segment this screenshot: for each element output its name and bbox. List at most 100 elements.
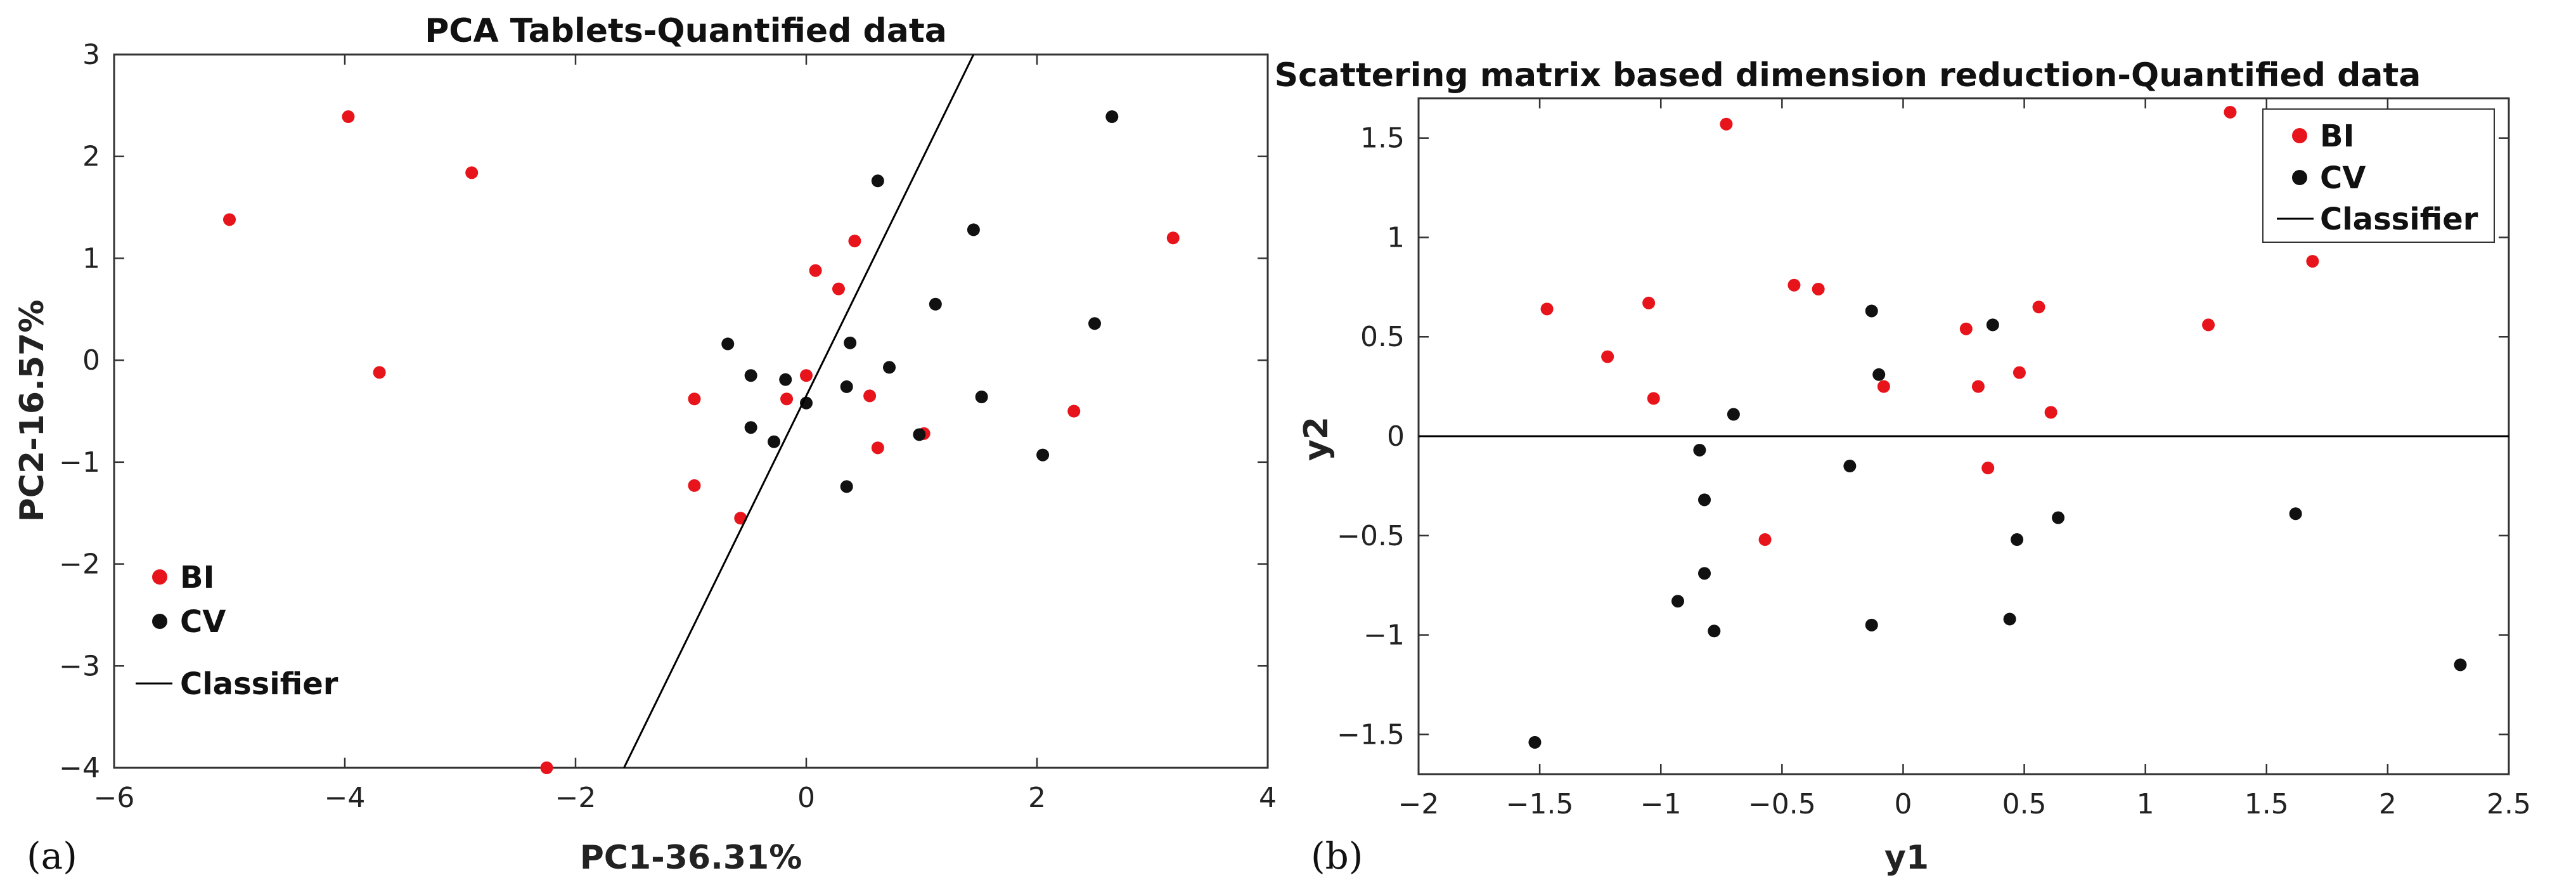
panel-a-y-tick-label: −1	[59, 446, 100, 479]
panel-a-ticks	[113, 53, 1269, 769]
panel-b-x-tick-label: 0	[1894, 788, 1912, 820]
panel-b-point-cv	[1698, 493, 1711, 507]
panel-b-point-bi	[1720, 117, 1733, 131]
panel-b-y-tick-label: 0	[1387, 420, 1405, 453]
panel-a-point-bi	[863, 389, 877, 403]
panel-b-point-cv	[1671, 595, 1684, 608]
panel-b-point-bi	[1877, 380, 1890, 393]
panel-a-point-bi	[1166, 231, 1180, 245]
panel-a-point-bi	[780, 392, 794, 406]
panel-a-y-tick-label: 3	[82, 39, 100, 71]
panel-a-point-cv	[744, 421, 757, 434]
panel-b-legend-cv-label: CV	[2320, 160, 2366, 196]
panel-a-point-cv	[840, 480, 853, 493]
panel-b-point-cv	[2011, 533, 2024, 547]
panel-a-point-bi	[871, 441, 884, 455]
panel-b-x-tick-label: −0.5	[1748, 788, 1816, 820]
panel-b-point-bi	[1812, 282, 1825, 295]
panel-a-x-tick-label: −6	[94, 782, 135, 814]
panel-a-point-cv	[1036, 448, 1050, 462]
panel-b-legend: BI CV Classifier	[2262, 108, 2495, 243]
panel-a-marks	[223, 55, 1180, 774]
panel-a-point-cv	[913, 428, 926, 441]
panel-a-point-bi	[342, 110, 355, 124]
panel-a-y-axis-title: PC2-16.57%	[13, 300, 51, 522]
panel-a-point-bi	[465, 166, 479, 179]
panel-a-point-cv	[883, 361, 896, 374]
panel-b-y-axis-title: y2	[1298, 417, 1336, 461]
panel-a-point-bi	[809, 264, 822, 277]
panel-b-point-cv	[2052, 511, 2065, 524]
panel-b-point-cv	[2289, 507, 2302, 521]
panel-b-letter: (b)	[1311, 834, 1363, 877]
panel-b-legend-classifier-label: Classifier	[2320, 202, 2478, 237]
panel-a-x-axis-title: PC1-36.31%	[580, 839, 802, 877]
panel-b-point-cv	[2003, 612, 2016, 626]
panel-a-legend-bi-label: BI	[180, 560, 214, 595]
panel-b-point-bi	[1647, 392, 1660, 405]
panel-a-point-cv	[721, 337, 735, 351]
panel-b-point-cv	[2454, 658, 2467, 671]
panel-b-y-tick-label: −1.5	[1337, 718, 1405, 751]
panel-a: PCA Tablets-Quantified data −6 −4 −2 0 2 4 −4…	[13, 12, 1277, 877]
panel-b-point-bi	[2044, 406, 2058, 419]
panel-a-legend-classifier-label: Classifier	[180, 666, 338, 702]
panel-b-x-tick-label: −2	[1398, 788, 1439, 820]
panel-a-point-bi	[800, 369, 813, 382]
panel-b-point-bi	[2224, 105, 2237, 119]
panel-a-y-tick-label: −4	[59, 752, 100, 784]
panel-b-point-bi	[1540, 302, 1554, 316]
panel-a-point-bi	[1067, 405, 1081, 418]
panel-b-point-cv	[1698, 567, 1711, 580]
panel-a-point-cv	[967, 223, 980, 236]
panel-b-point-bi	[2012, 366, 2026, 379]
panel-b-legend-bi-label: BI	[2320, 119, 2354, 154]
panel-a-letter: (a)	[27, 834, 77, 877]
panel-a-point-cv	[800, 396, 813, 410]
panel-a-point-cv	[779, 373, 792, 386]
panel-b-point-bi	[2306, 255, 2319, 268]
panel-a-point-bi	[373, 366, 386, 379]
panel-a-point-cv	[844, 336, 857, 349]
panel-b-point-bi	[1787, 278, 1801, 292]
panel-b-point-bi	[2202, 318, 2215, 332]
panel-b-point-cv	[1727, 408, 1740, 421]
panel-b-title: Scattering matrix based dimension reduct…	[1275, 56, 2421, 94]
panel-b-point-cv	[1872, 368, 1886, 381]
panel-a-point-cv	[1088, 317, 1101, 330]
panel-a-x-tick-label: 2	[1028, 782, 1046, 814]
panel-b-point-cv	[1865, 618, 1878, 631]
panel-a-y-tick-label: −2	[59, 548, 100, 581]
panel-a-point-bi	[832, 282, 845, 295]
panel-a-classifier-line	[623, 55, 975, 768]
panel-a-x-tick-label: 0	[797, 782, 815, 814]
panel-a-x-tick-label: 4	[1259, 782, 1277, 814]
panel-a-point-cv	[1105, 110, 1119, 124]
panel-b-y-tick-label: 1.5	[1360, 122, 1405, 155]
panel-a-legend-cv-marker	[152, 614, 167, 629]
panel-b-x-tick-label: 1.5	[2244, 788, 2289, 820]
panel-a-y-tick-label: −3	[59, 650, 100, 682]
panel-a-point-bi	[848, 235, 861, 248]
panel-a-legend-bi-marker	[152, 569, 167, 585]
panel-b-x-tick-label: 1	[2137, 788, 2154, 820]
panel-b-point-bi	[1642, 296, 1656, 309]
panel-b-marks	[1419, 105, 2509, 749]
panel-b-point-bi	[1959, 322, 1973, 335]
panel-a-x-tick-labels: −6 −4 −2 0 2 4	[94, 782, 1277, 814]
panel-b-point-bi	[1981, 462, 1995, 475]
panel-b: Scattering matrix based dimension reduct…	[1275, 56, 2531, 877]
panel-b-x-tick-label: −1	[1640, 788, 1682, 820]
panel-b-point-cv	[1528, 735, 1542, 749]
panel-b-y-tick-label: 0.5	[1360, 321, 1405, 353]
panel-a-point-cv	[871, 174, 884, 188]
panel-a-legend-cv-label: CV	[180, 604, 226, 640]
panel-a-point-cv	[768, 435, 781, 448]
panel-a-y-tick-label: 1	[82, 242, 100, 275]
panel-b-point-cv	[1708, 625, 1721, 638]
panel-b-y-tick-label: −0.5	[1337, 520, 1405, 552]
panel-a-point-bi	[540, 761, 553, 774]
panel-a-legend: BI CV Classifier	[136, 560, 338, 702]
